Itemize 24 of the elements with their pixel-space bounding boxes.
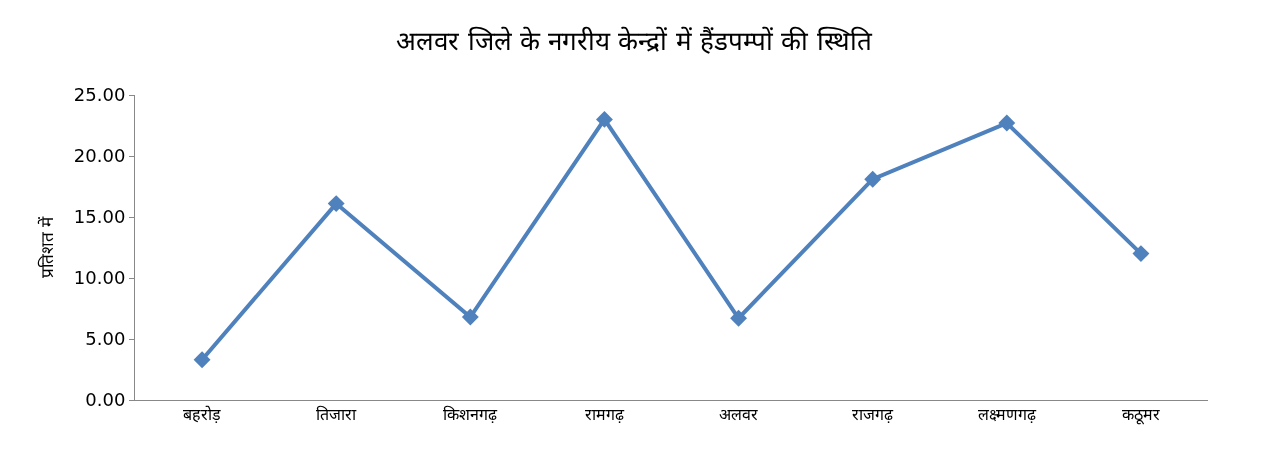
x-tick-label: रामगढ़ <box>584 405 625 425</box>
point <box>327 195 345 213</box>
y-axis-title: प्रतिशत में <box>37 215 58 279</box>
chart-title: अलवर जिले के नगरीय केन्द्रों में हैंडपम्पों की स्थिति <box>396 26 873 57</box>
point <box>730 309 748 327</box>
x-tick-label: अलवर <box>719 405 759 425</box>
y-tick-label: 25.00 <box>73 84 126 106</box>
point <box>193 351 211 369</box>
x-tick-label: बहरोड़ <box>183 405 222 425</box>
point <box>461 308 479 326</box>
x-tick-label: राजगढ़ <box>852 405 895 425</box>
y-tick-label: 10.00 <box>73 267 126 289</box>
point <box>595 110 613 128</box>
y-tick-label: 0.00 <box>85 389 126 411</box>
x-tick-label: कठूमर <box>1121 405 1160 426</box>
point <box>1132 245 1150 263</box>
x-tick-label: किशनगढ़ <box>443 405 499 425</box>
y-tick-label: 20.00 <box>73 145 126 167</box>
y-tick-label: 15.00 <box>73 206 126 228</box>
point <box>864 170 882 188</box>
point <box>998 114 1016 132</box>
x-tick-label: तिजारा <box>316 405 358 425</box>
x-tick-label: लक्ष्मणगढ़ <box>977 405 1037 425</box>
y-tick-label: 5.00 <box>85 328 126 350</box>
